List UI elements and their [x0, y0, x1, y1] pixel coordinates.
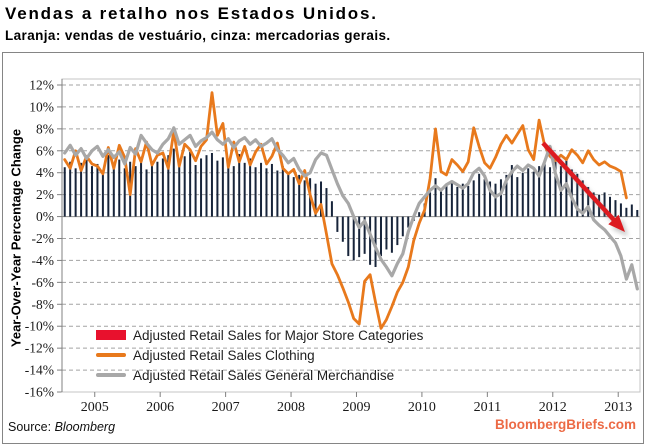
svg-text:2006: 2006	[146, 400, 174, 415]
decline-annotation-arrow	[541, 141, 625, 232]
svg-text:-8%: -8%	[32, 297, 55, 312]
svg-text:8%: 8%	[36, 121, 54, 136]
legend-swatch-gray-line	[96, 373, 126, 377]
svg-text:2005: 2005	[81, 400, 109, 415]
legend-label: Adjusted Retail Sales Clothing	[133, 347, 315, 363]
y-axis-title: Year-Over-Year Percentage Change	[8, 128, 24, 348]
svg-text:-4%: -4%	[32, 253, 55, 268]
svg-text:10%: 10%	[29, 99, 54, 114]
legend-item-general-merchandise: Adjusted Retail Sales General Merchandis…	[96, 365, 423, 385]
svg-text:4%: 4%	[36, 165, 54, 180]
page-subtitle: Laranja: vendas de vestuário, cinza: mer…	[5, 28, 391, 43]
legend-swatch-orange-line	[96, 353, 126, 357]
svg-text:2012: 2012	[539, 400, 567, 415]
svg-text:2009: 2009	[342, 400, 370, 415]
svg-text:2007: 2007	[212, 400, 240, 415]
watermark: BloombergBriefs.com	[494, 417, 636, 432]
svg-text:-6%: -6%	[32, 275, 55, 290]
svg-text:2011: 2011	[474, 400, 501, 415]
svg-text:-12%: -12%	[25, 341, 54, 356]
svg-text:2010: 2010	[408, 400, 436, 415]
page-title: Vendas a retalho nos Estados Unidos.	[5, 4, 378, 23]
chart-frame	[2, 52, 644, 444]
svg-text:2%: 2%	[36, 187, 54, 202]
svg-text:12%: 12%	[29, 78, 54, 93]
legend-swatch-red-bar	[96, 330, 126, 340]
legend: Adjusted Retail Sales for Major Store Ca…	[96, 325, 423, 385]
svg-text:0%: 0%	[36, 209, 54, 224]
legend-item-major-stores: Adjusted Retail Sales for Major Store Ca…	[96, 325, 423, 345]
source-note: Source: Bloomberg	[8, 420, 115, 434]
svg-text:6%: 6%	[36, 143, 54, 158]
svg-text:2008: 2008	[277, 400, 305, 415]
svg-text:-14%: -14%	[25, 363, 54, 378]
legend-label: Adjusted Retail Sales for Major Store Ca…	[133, 327, 424, 343]
svg-text:-10%: -10%	[25, 319, 54, 334]
source-label: Source:	[8, 420, 52, 434]
legend-item-clothing: Adjusted Retail Sales Clothing	[96, 345, 423, 365]
svg-text:2013: 2013	[604, 400, 632, 415]
svg-text:-2%: -2%	[32, 231, 55, 246]
svg-text:-16%: -16%	[25, 385, 54, 400]
legend-label: Adjusted Retail Sales General Merchandis…	[133, 367, 395, 383]
source-value: Bloomberg	[54, 420, 116, 434]
